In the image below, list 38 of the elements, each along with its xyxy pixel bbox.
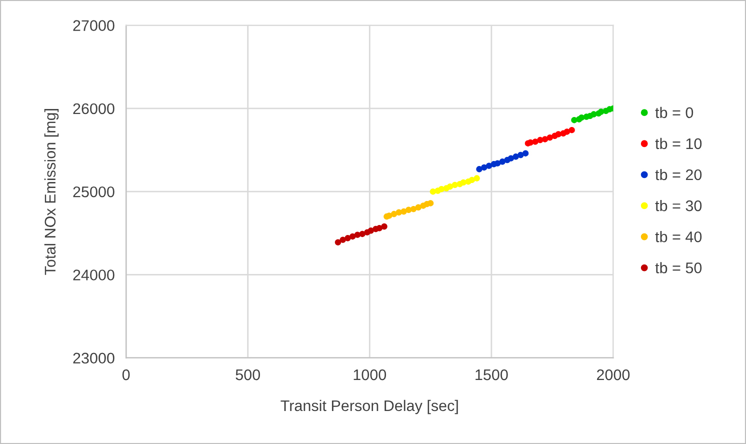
point (568, 126, 575, 134)
y-tick-label: 25000 (73, 186, 114, 198)
point (494, 160, 501, 166)
point (542, 136, 548, 142)
point (344, 235, 351, 242)
legend-label: tb = 20 (655, 168, 702, 180)
legend-label: tb = 40 (655, 231, 702, 242)
point (410, 206, 417, 212)
point (349, 233, 356, 240)
legend-label: tb = 0 (655, 106, 694, 118)
point (564, 128, 570, 135)
point (522, 150, 529, 156)
y-tick-label: 27000 (73, 20, 114, 31)
x-tick-label: 500 (236, 369, 260, 380)
point (508, 155, 514, 162)
point (476, 166, 482, 172)
x-tick-label: 1500 (476, 369, 508, 380)
point (546, 134, 553, 141)
point (446, 183, 454, 190)
point (512, 154, 519, 160)
x-tick-label: 2000 (596, 369, 630, 380)
x-tick-label: 0 (122, 369, 130, 380)
y-tick-label: 23000 (73, 352, 114, 364)
x-axis-title: Transit Person Delay [sec] (280, 400, 458, 414)
legend-label: tb = 30 (655, 200, 702, 212)
point (381, 223, 388, 230)
y-tick-label: 24000 (73, 270, 114, 280)
legend-label: tb = 50 (655, 262, 702, 274)
legend-label: tb = 10 (655, 138, 702, 150)
x-tick-label: 1000 (354, 369, 386, 380)
point (486, 162, 492, 169)
point (427, 200, 434, 206)
y-axis-title: Total NOx Emission [mg] (44, 109, 59, 275)
point (468, 176, 476, 184)
point (390, 210, 398, 218)
y-tick-label: 26000 (73, 103, 114, 114)
point (334, 239, 342, 246)
point (474, 175, 480, 182)
